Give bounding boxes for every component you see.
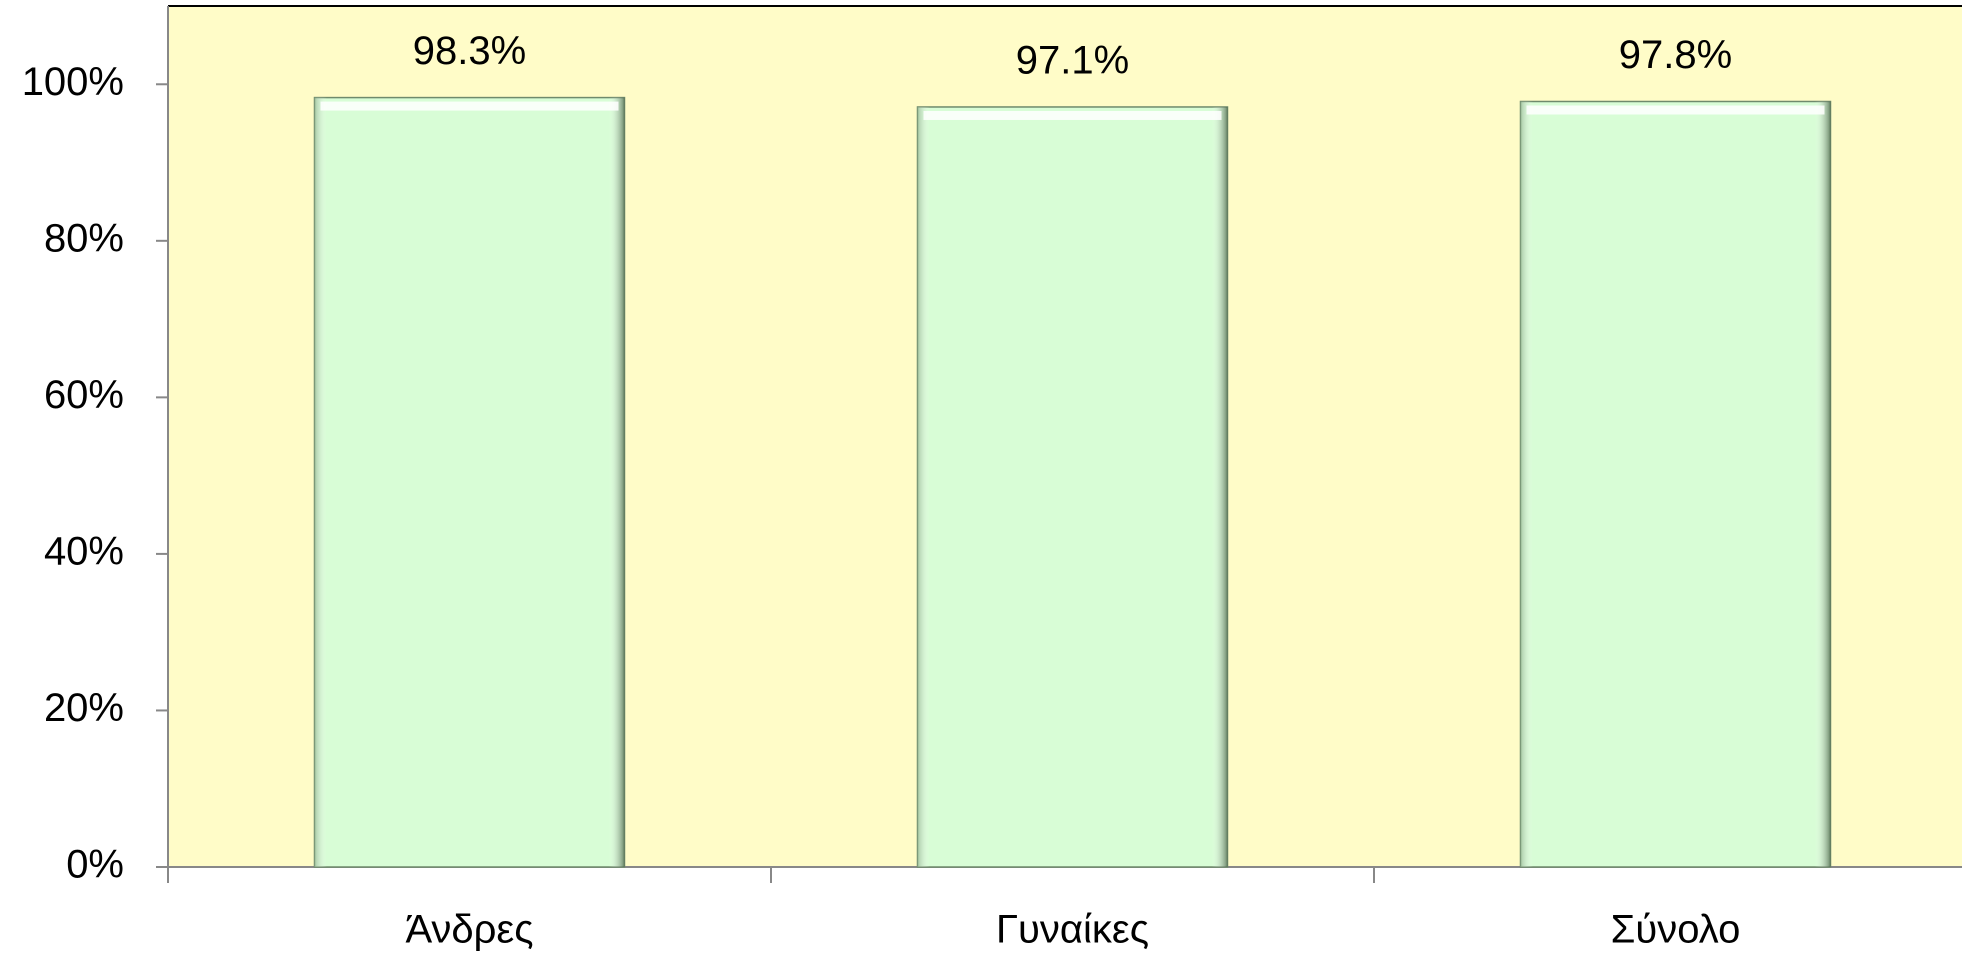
y-tick-label: 40% (44, 529, 124, 573)
value-label: 97.1% (1016, 39, 1129, 83)
bar-shade (917, 106, 1228, 868)
bar-highlight (1526, 105, 1825, 115)
y-tick-label: 80% (44, 216, 124, 260)
y-tick-label: 60% (44, 373, 124, 417)
x-tick-label: Σύνολο (1611, 908, 1741, 952)
y-tick-label: 0% (66, 843, 124, 887)
y-tick-label: 20% (44, 686, 124, 730)
bar-highlight (923, 110, 1222, 120)
bar-highlight (320, 101, 619, 111)
y-tick-label: 100% (22, 60, 124, 104)
bar-shade (314, 97, 625, 867)
bar-shade (1520, 101, 1831, 867)
value-label: 97.8% (1619, 33, 1732, 77)
x-tick-label: Άνδρες (405, 908, 533, 952)
x-tick-label: Γυναίκες (996, 908, 1149, 952)
value-label: 98.3% (413, 29, 526, 73)
